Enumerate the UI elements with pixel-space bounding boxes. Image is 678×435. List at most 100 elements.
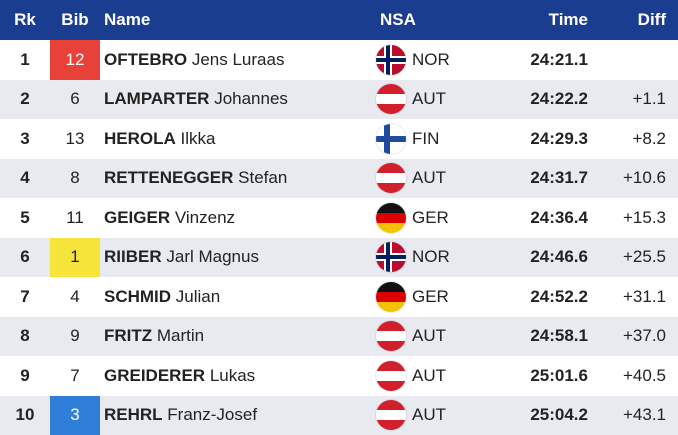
nsa-code: AUT [412,326,446,346]
athlete-surname: RIIBER [104,247,162,267]
table-body: 1 12 OFTEBRO Jens Luraas NOR 24:21.1 2 6 LAMPAR… [0,40,678,435]
table-row[interactable]: 8 9 FRITZ Martin AUT 24:58.1 +37.0 [0,316,678,356]
athlete-firstname: Ilkka [180,128,216,148]
athlete-name[interactable]: SCHMID Julian [100,287,370,307]
time-cell: 24:29.3 [530,128,588,148]
table-row[interactable]: 5 11 GEIGER Vinzenz GER 24:36.4 +15.3 [0,198,678,238]
diff-cell: +8.2 [632,128,666,148]
bib-cell: 3 [50,395,100,435]
athlete-name[interactable]: HEROLA Ilkka [100,129,370,149]
nsa-cell: FIN [370,123,500,154]
athlete-surname: RETTENEGGER [104,168,234,188]
rank-cell: 3 [20,128,30,148]
athlete-surname: LAMPARTER [104,89,210,109]
athlete-name[interactable]: RETTENEGGER Stefan [100,168,370,188]
athlete-name[interactable]: FRITZ Martin [100,326,370,346]
time-cell: 24:58.1 [530,326,588,346]
time-cell: 24:22.2 [530,89,588,109]
nsa-code: AUT [412,365,446,385]
bib-cell: 9 [70,326,80,346]
nsa-cell: AUT [370,321,500,352]
header-time[interactable]: Time [548,10,588,29]
table-row[interactable]: 4 8 RETTENEGGER Stefan AUT 24:31.7 +10.6 [0,158,678,198]
athlete-firstname: Jarl Magnus [166,247,259,267]
athlete-surname: GEIGER [104,207,171,227]
time-cell: 25:04.2 [530,405,588,425]
nsa-code: FIN [412,128,440,148]
bib-cell: 7 [70,365,80,385]
diff-cell: +15.3 [622,207,666,227]
germany-flag-icon [376,281,406,312]
time-cell: 24:36.4 [530,207,588,227]
time-cell: 24:21.1 [530,49,588,69]
athlete-name[interactable]: LAMPARTER Johannes [100,89,370,109]
athlete-surname: GREIDERER [104,365,206,385]
header-name[interactable]: Name [104,10,151,29]
header-diff[interactable]: Diff [637,10,666,29]
header-bib[interactable]: Bib [61,10,89,29]
bib-cell: 12 [50,40,100,80]
athlete-name[interactable]: REHRL Franz-Josef [100,405,370,425]
diff-cell: +40.5 [622,365,666,385]
nsa-cell: AUT [370,400,500,431]
nsa-cell: AUT [370,163,500,194]
athlete-firstname: Martin [156,326,205,346]
time-cell: 24:52.2 [530,286,588,306]
bib-cell: 11 [66,207,84,227]
table-row[interactable]: 10 3 REHRL Franz-Josef AUT 25:04.2 +43.1 [0,395,678,435]
bib-cell: 13 [65,128,85,148]
diff-cell: +43.1 [622,405,666,425]
nsa-code: AUT [412,405,446,425]
norway-flag-icon [376,44,406,75]
table-row[interactable]: 6 1 RIIBER Jarl Magnus NOR 24:46.6 +25.5 [0,237,678,277]
athlete-name[interactable]: OFTEBRO Jens Luraas [100,50,370,70]
table-row[interactable]: 7 4 SCHMID Julian GER 24:52.2 +31.1 [0,277,678,317]
rank-cell: 10 [15,405,35,425]
athlete-surname: OFTEBRO [104,49,188,69]
diff-cell: +37.0 [622,326,666,346]
austria-flag-icon [376,84,406,115]
athlete-name[interactable]: GREIDERER Lukas [100,366,370,386]
finland-flag-icon [376,123,406,154]
austria-flag-icon [376,321,406,352]
header-nsa[interactable]: NSA [380,10,416,29]
rank-cell: 9 [20,365,30,385]
diff-cell: +25.5 [622,247,666,267]
athlete-surname: HEROLA [104,128,176,148]
rank-cell: 8 [20,326,30,346]
bib-cell: 6 [70,89,80,109]
table-row[interactable]: 2 6 LAMPARTER Johannes AUT 24:22.2 +1.1 [0,79,678,119]
athlete-surname: SCHMID [104,286,172,306]
athlete-name[interactable]: GEIGER Vinzenz [100,208,370,228]
athlete-firstname: Jens Luraas [191,49,285,69]
athlete-firstname: Julian [175,286,221,306]
time-cell: 24:46.6 [530,247,588,267]
rank-cell: 5 [20,207,30,227]
table-row[interactable]: 1 12 OFTEBRO Jens Luraas NOR 24:21.1 [0,40,678,80]
austria-flag-icon [376,360,406,391]
nsa-cell: NOR [370,242,500,273]
germany-flag-icon [376,202,406,233]
bib-cell: 1 [50,237,100,277]
athlete-firstname: Johannes [214,89,288,109]
nsa-cell: AUT [370,84,500,115]
table-row[interactable]: 3 13 HEROLA Ilkka FIN 24:29.3 +8.2 [0,119,678,159]
nsa-code: AUT [412,168,446,188]
rank-cell: 6 [20,247,30,267]
austria-flag-icon [376,400,406,431]
nsa-code: GER [412,207,449,227]
rank-cell: 4 [20,168,30,188]
diff-cell: +10.6 [622,168,666,188]
rank-cell: 2 [20,89,30,109]
nsa-cell: NOR [370,44,500,75]
time-cell: 24:31.7 [530,168,588,188]
time-cell: 25:01.6 [530,365,588,385]
rank-cell: 7 [20,286,30,306]
nsa-cell: GER [370,281,500,312]
athlete-name[interactable]: RIIBER Jarl Magnus [100,247,370,267]
athlete-firstname: Lukas [209,365,256,385]
header-rank[interactable]: Rk [14,10,36,29]
nsa-code: GER [412,286,449,306]
athlete-surname: FRITZ [104,326,153,346]
table-row[interactable]: 9 7 GREIDERER Lukas AUT 25:01.6 +40.5 [0,356,678,396]
